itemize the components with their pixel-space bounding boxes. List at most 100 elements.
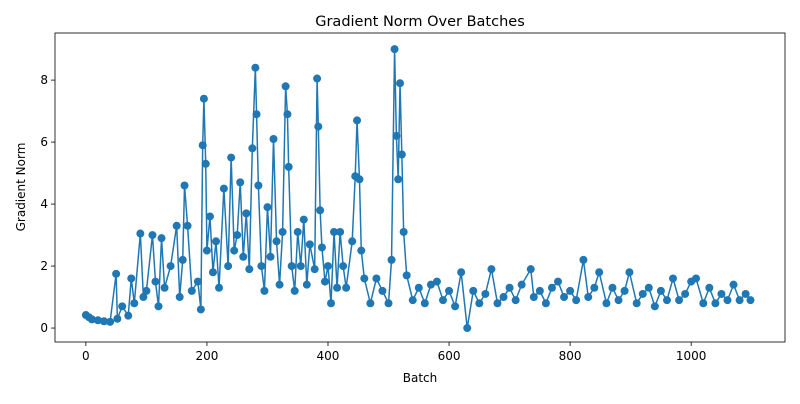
data-point — [202, 246, 211, 255]
data-point — [330, 227, 339, 236]
data-point — [160, 283, 169, 292]
data-point — [302, 280, 311, 289]
data-point — [384, 299, 393, 308]
data-point — [215, 283, 224, 292]
data-point — [175, 293, 184, 302]
data-point — [254, 181, 263, 190]
data-point — [196, 305, 205, 314]
y-tick-label: 4 — [40, 197, 48, 211]
y-tick-label: 2 — [40, 259, 48, 273]
data-point — [278, 227, 287, 236]
data-point — [172, 221, 181, 230]
data-point — [432, 277, 441, 286]
data-point — [139, 293, 148, 302]
data-point — [620, 286, 629, 295]
data-point — [644, 283, 653, 292]
data-point — [118, 302, 127, 311]
data-point — [333, 283, 342, 292]
data-point — [355, 175, 364, 184]
data-point — [692, 274, 701, 283]
data-point — [348, 237, 357, 246]
x-axis-label: Batch — [403, 371, 438, 385]
data-point — [387, 255, 396, 264]
data-point — [529, 293, 538, 302]
data-point — [402, 271, 411, 280]
data-point — [230, 246, 239, 255]
data-point — [316, 206, 325, 215]
data-point — [100, 317, 109, 326]
x-tick-label: 0 — [82, 349, 90, 363]
data-point — [535, 286, 544, 295]
data-point — [608, 283, 617, 292]
data-point — [511, 296, 520, 305]
data-point — [463, 324, 472, 333]
data-point — [445, 286, 454, 295]
data-point — [741, 289, 750, 298]
data-point — [242, 209, 251, 218]
y-axis-label: Gradient Norm — [14, 143, 28, 232]
data-point — [614, 296, 623, 305]
data-point — [408, 296, 417, 305]
data-point — [397, 150, 406, 159]
data-point — [394, 175, 403, 184]
data-point — [729, 280, 738, 289]
data-point — [283, 110, 292, 119]
data-point — [208, 268, 217, 277]
data-point — [106, 317, 115, 326]
data-point — [233, 231, 242, 240]
data-point — [378, 286, 387, 295]
data-point — [705, 283, 714, 292]
data-point — [212, 237, 221, 246]
data-point — [130, 299, 139, 308]
data-point — [499, 293, 508, 302]
data-point — [327, 299, 336, 308]
data-point — [272, 237, 281, 246]
data-point — [481, 289, 490, 298]
data-point — [251, 63, 260, 72]
data-point — [317, 243, 326, 252]
data-point — [669, 274, 678, 283]
data-point — [602, 299, 611, 308]
data-point — [263, 203, 272, 212]
data-point — [157, 234, 166, 243]
data-point — [290, 286, 299, 295]
chart-title: Gradient Norm Over Batches — [315, 14, 525, 30]
data-point — [595, 268, 604, 277]
data-point — [205, 212, 214, 221]
data-point — [699, 299, 708, 308]
data-point — [746, 296, 755, 305]
data-point — [183, 221, 192, 230]
data-point — [396, 79, 405, 88]
data-point — [320, 277, 329, 286]
data-point — [113, 314, 122, 323]
data-point — [287, 262, 296, 271]
data-point — [566, 286, 575, 295]
data-point — [112, 269, 121, 278]
y-tick-label: 6 — [40, 135, 48, 149]
data-point — [372, 274, 381, 283]
data-point — [675, 296, 684, 305]
data-point — [357, 246, 366, 255]
data-point — [517, 280, 526, 289]
data-point — [541, 299, 550, 308]
data-point — [313, 74, 322, 83]
data-point — [180, 181, 189, 190]
data-point — [166, 262, 175, 271]
data-point — [579, 255, 588, 264]
data-point — [314, 122, 323, 131]
data-point — [178, 255, 187, 264]
data-point — [198, 141, 207, 150]
data-point — [342, 283, 351, 292]
data-point — [227, 153, 236, 162]
data-point — [252, 110, 261, 119]
data-point — [723, 296, 732, 305]
data-point — [323, 262, 332, 271]
data-point — [336, 227, 345, 236]
data-point — [269, 134, 278, 143]
y-tick-label: 0 — [40, 321, 48, 335]
data-point — [420, 299, 429, 308]
data-point — [266, 252, 275, 261]
data-point — [457, 268, 466, 277]
data-point — [296, 262, 305, 271]
